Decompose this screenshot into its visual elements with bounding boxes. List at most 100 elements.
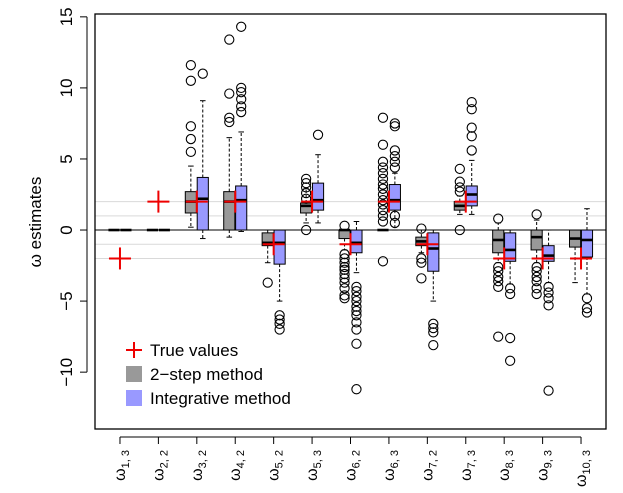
true-value-marker xyxy=(301,190,324,213)
outlier-point xyxy=(428,322,439,334)
true-value-marker xyxy=(493,247,516,270)
box-body xyxy=(235,185,248,231)
outlier-point xyxy=(416,257,427,268)
outlier-point xyxy=(351,285,362,297)
outlier-point xyxy=(389,145,401,156)
true-value-markers xyxy=(108,190,593,270)
outlier-point xyxy=(543,281,554,293)
y-tick-label: −5 xyxy=(57,291,76,310)
outlier-point xyxy=(300,187,312,199)
outlier-point xyxy=(236,87,247,98)
outlier-point xyxy=(377,173,389,185)
outlier-point xyxy=(351,295,362,307)
true-value-marker xyxy=(147,190,170,213)
outlier-point xyxy=(581,303,593,314)
box-group xyxy=(108,21,594,396)
outlier-point xyxy=(377,195,389,206)
outlier-point xyxy=(262,277,273,288)
outlier-point xyxy=(416,223,427,234)
outlier-point xyxy=(389,150,401,162)
x-tick-label: ω5, 3 xyxy=(304,450,324,481)
outlier-point xyxy=(504,288,516,300)
x-tick-label: ω7, 2 xyxy=(419,450,439,481)
x-tick-label: ω10, 3 xyxy=(573,450,593,487)
outlier-point xyxy=(466,96,477,108)
outlier-point xyxy=(339,268,350,280)
outlier-point xyxy=(377,210,389,221)
box-two-step xyxy=(338,220,351,304)
true-value-marker xyxy=(339,233,362,256)
true-value-marker xyxy=(416,233,439,256)
x-axis: ω1, 3 ω2, 2 ω3, 2 ω4, 2 ω5, 2 ω5, 3 ω6, 2 ω6, 3… xyxy=(112,436,593,487)
outlier-point xyxy=(454,182,465,193)
box-two-step xyxy=(377,112,389,267)
outlier-point xyxy=(416,253,427,264)
outlier-point xyxy=(416,273,427,284)
box-body xyxy=(388,184,401,211)
y-tick-label: 10 xyxy=(57,78,76,97)
legend-entry: 2−step method xyxy=(126,365,263,384)
outlier-point xyxy=(351,301,362,312)
outlier-point xyxy=(377,179,389,190)
outlier-point xyxy=(466,122,477,133)
outlier-point xyxy=(236,82,247,94)
outlier-point xyxy=(300,193,312,204)
outlier-point xyxy=(493,266,504,277)
y-tick-label: 15 xyxy=(57,7,76,26)
outlier-point xyxy=(428,318,439,329)
outlier-point xyxy=(300,182,312,193)
box-integrative xyxy=(427,229,440,351)
outlier-point xyxy=(543,287,554,298)
x-tick-label: ω2, 2 xyxy=(150,450,170,481)
outlier-point xyxy=(428,327,439,338)
outlier-point xyxy=(300,173,312,185)
box-body xyxy=(273,229,286,265)
outlier-point xyxy=(389,217,401,229)
outlier-point xyxy=(224,112,235,123)
outlier-point xyxy=(185,121,197,132)
box-integrative xyxy=(311,129,325,224)
outlier-point xyxy=(351,291,362,302)
outlier-point xyxy=(454,224,465,236)
outlier-point xyxy=(274,310,285,321)
box-two-step xyxy=(569,229,582,284)
outlier-point xyxy=(493,261,504,273)
true-value-marker xyxy=(531,247,554,270)
outlier-point xyxy=(185,75,197,86)
outlier-point xyxy=(377,216,389,227)
outlier-point xyxy=(274,318,285,329)
legend-entry: Integrative method xyxy=(126,389,291,408)
true-value-marker xyxy=(185,190,208,213)
outlier-point xyxy=(428,339,439,351)
outlier-point xyxy=(531,261,542,273)
box-integrative xyxy=(504,229,517,366)
box-body xyxy=(427,232,440,272)
y-axis-title: ω estimates xyxy=(26,177,45,268)
outlier-point xyxy=(339,283,350,294)
outlier-point xyxy=(377,112,389,123)
x-tick-label: ω6, 3 xyxy=(381,450,401,481)
outlier-point xyxy=(351,317,362,328)
box-body xyxy=(530,229,543,251)
box-body xyxy=(300,202,313,214)
outlier-point xyxy=(377,199,389,210)
outlier-point xyxy=(351,310,362,321)
outlier-point xyxy=(581,307,593,318)
outlier-point xyxy=(339,257,350,268)
box-body xyxy=(504,232,517,262)
outlier-point xyxy=(504,283,516,294)
legend-swatch xyxy=(126,366,142,382)
legend-swatch xyxy=(126,390,142,406)
box-integrative xyxy=(350,221,363,395)
outlier-point xyxy=(185,60,197,71)
true-value-marker xyxy=(108,247,131,270)
outlier-point xyxy=(224,88,235,99)
outlier-point xyxy=(274,314,285,325)
outlier-point xyxy=(531,288,542,300)
outlier-point xyxy=(389,118,401,129)
outlier-point xyxy=(581,293,593,304)
box-body xyxy=(465,185,478,207)
outlier-point xyxy=(339,273,350,284)
outlier-point xyxy=(339,293,350,304)
outlier-point xyxy=(493,213,504,224)
